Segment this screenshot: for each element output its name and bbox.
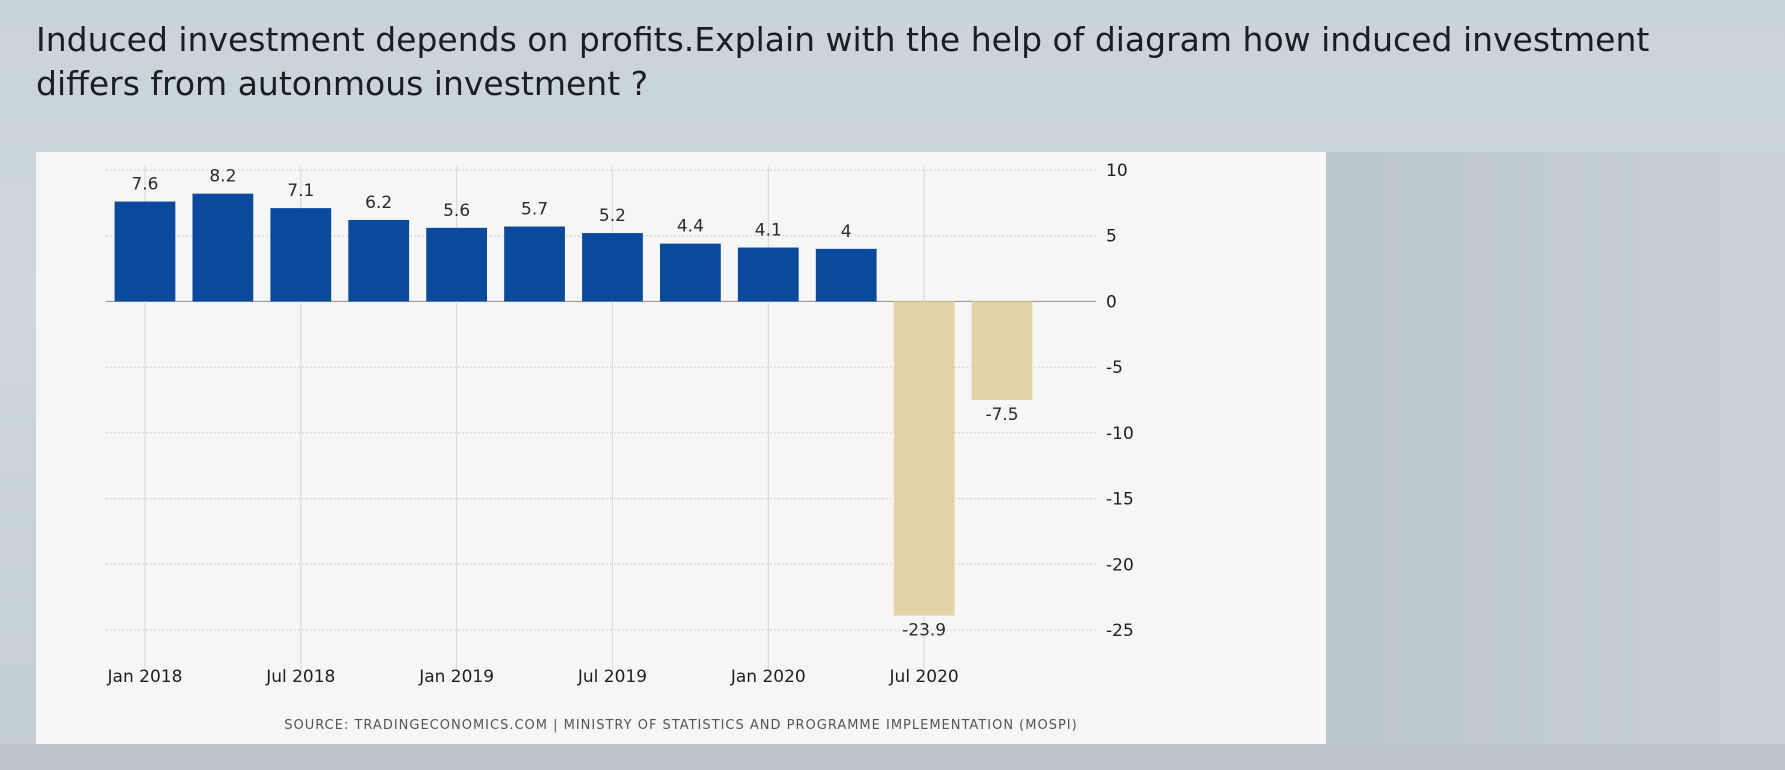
- bar: [504, 226, 565, 302]
- bar: [192, 193, 254, 302]
- bar: [114, 201, 176, 302]
- bar: [426, 227, 488, 302]
- y-tick-label: 5: [1106, 227, 1117, 247]
- bar: [971, 301, 1033, 400]
- bar: [270, 208, 332, 302]
- gdp-growth-chart: 7.6 8.2 7.1 6.2 5.6 5.7 5.2 4.4 4.1 4 -23.9 -7.5 Ja…: [36, 152, 1326, 744]
- y-tick-label: -5: [1106, 358, 1123, 378]
- x-tick-label: Jul 2019: [577, 667, 647, 687]
- y-tick-label: -10: [1106, 424, 1134, 444]
- bar-value-label: 5.6: [443, 201, 470, 221]
- bar: [582, 233, 643, 302]
- x-tick-label: Jan 2020: [730, 667, 806, 687]
- bar-value-label: 6.2: [365, 193, 392, 213]
- y-tick-label: -15: [1106, 490, 1134, 510]
- y-tick-label: -25: [1106, 621, 1134, 641]
- chart-bars: [114, 193, 1033, 616]
- x-tick-label: Jan 2019: [418, 667, 494, 687]
- x-tick-label: Jan 2018: [107, 667, 183, 687]
- bar-value-label: 7.6: [131, 175, 158, 195]
- bar: [893, 301, 955, 616]
- bar-value-label: -7.5: [985, 405, 1018, 425]
- bar-value-label: -23.9: [902, 621, 946, 641]
- bar: [348, 219, 410, 302]
- x-tick-label: Jul 2020: [889, 667, 959, 687]
- chart-y-axis: 10 5 0 -5 -10 -15 -20 -25: [1106, 161, 1134, 641]
- chart-x-axis: Jan 2018 Jul 2018 Jan 2019 Jul 2019 Jan 2020…: [107, 667, 959, 687]
- bottom-strip: [0, 744, 1785, 770]
- chart-canvas: 7.6 8.2 7.1 6.2 5.6 5.7 5.2 4.4 4.1 4 -23.9 -7.5 Ja…: [106, 161, 1134, 687]
- bar: [815, 248, 877, 302]
- bar-value-label: 5.7: [521, 200, 548, 220]
- chart-source-note: SOURCE: TRADINGECONOMICS.COM | MINISTRY …: [284, 718, 1078, 733]
- chart-value-labels: 7.6 8.2 7.1 6.2 5.6 5.7 5.2 4.4 4.1 4 -23.9 -7.5: [131, 167, 1018, 641]
- bar: [659, 243, 721, 302]
- y-tick-label: 0: [1106, 292, 1117, 312]
- bar: [737, 247, 799, 302]
- y-tick-label: -20: [1106, 555, 1134, 575]
- question-text: Induced investment depends on profits.Ex…: [36, 20, 1650, 103]
- background-panel: [1326, 152, 1785, 744]
- bar-value-label: 7.1: [287, 181, 314, 201]
- x-tick-label: Jul 2018: [265, 667, 335, 687]
- bar-value-label: 4.4: [677, 217, 704, 237]
- bar-value-label: 8.2: [209, 167, 236, 187]
- bar-value-label: 4.1: [755, 221, 782, 241]
- bar-value-label: 5.2: [599, 206, 626, 226]
- bar-value-label: 4: [841, 222, 852, 242]
- y-tick-label: 10: [1106, 161, 1128, 181]
